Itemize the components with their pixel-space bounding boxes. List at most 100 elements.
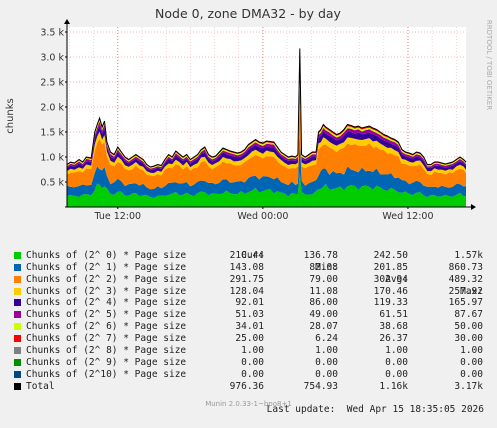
- legend-avg: 170.46: [373, 285, 408, 297]
- legend-row: Chunks of (2^ 3) * Page size 128.04 11.08 1…: [14, 286, 484, 298]
- series-area: [67, 73, 466, 176]
- legend-swatch: [14, 263, 21, 271]
- legend-avg: 201.85: [373, 261, 408, 273]
- legend-label: Chunks of (2^ 8) * Page size: [26, 345, 187, 357]
- y-tick-label: 1.5 k: [40, 128, 64, 139]
- legend-cur: 34.01: [235, 321, 264, 333]
- legend-row: Chunks of (2^ 5) * Page size 51.03 49.00 61…: [14, 309, 484, 321]
- legend-avg: 0.00: [385, 356, 408, 368]
- legend-cur: 0.00: [241, 368, 264, 380]
- y-tick-label: 2.5 k: [40, 78, 64, 89]
- legend-max: 257.92: [448, 285, 483, 297]
- legend-min: 86.00: [309, 297, 338, 309]
- legend-max: 0.00: [460, 356, 483, 368]
- x-tick-label: Wed 00:00: [237, 211, 288, 222]
- series-area: [67, 86, 466, 190]
- legend-swatch: [14, 311, 21, 319]
- legend-label: Chunks of (2^ 3) * Page size: [26, 285, 187, 297]
- legend-row: Total 976.36 754.93 1.16k 3.17k: [14, 381, 484, 393]
- y-axis-arrow: [64, 19, 70, 24]
- legend-max: 165.97: [448, 297, 483, 309]
- y-tick-label: 1.0 k: [40, 153, 64, 164]
- munin-footer: Munin 2.0.33-1~bpo8+1: [205, 400, 292, 408]
- axes: [64, 19, 476, 210]
- y-tick-labels: 0.5 k 1.0 k 1.5 k 2.0 k 2.5 k 3.0 k 3.5 k: [40, 28, 64, 189]
- header-cur: Cur:: [241, 249, 264, 261]
- legend-min: 0.00: [315, 368, 338, 380]
- legend-label: Chunks of (2^10) * Page size: [26, 368, 187, 380]
- legend-min: 1.00: [315, 345, 338, 357]
- legend-label: Chunks of (2^ 0) * Page size: [26, 249, 187, 261]
- legend-avg: 302.94: [373, 273, 408, 285]
- legend-row: Chunks of (2^ 4) * Page size 92.01 86.00 11…: [14, 297, 484, 309]
- legend-row: Chunks of (2^ 2) * Page size 291.75 79.00 3…: [14, 274, 484, 286]
- legend-swatch: [14, 323, 21, 331]
- y-tick-label: 2.0 k: [40, 103, 64, 114]
- total-line: [66, 48, 467, 168]
- legend-max: 1.57k: [454, 249, 483, 261]
- legend-max: 489.32: [448, 273, 483, 285]
- legend-swatch: [14, 370, 21, 378]
- legend-swatch: [14, 358, 21, 366]
- legend-cur: 0.00: [241, 356, 264, 368]
- legend-label: Chunks of (2^ 1) * Page size: [26, 261, 187, 273]
- last-update: Last update: Wed Apr 15 18:35:05 2026: [266, 404, 484, 416]
- legend-cur: 92.01: [235, 297, 264, 309]
- legend-avg: 242.50: [373, 249, 408, 261]
- legend-max: 3.17k: [454, 380, 483, 392]
- legend-row: Chunks of (2^ 6) * Page size 34.01 28.07 38…: [14, 321, 484, 333]
- legend-cur: 128.04: [229, 285, 264, 297]
- legend-row: Chunks of (2^ 9) * Page size 0.00 0.00 0.00…: [14, 357, 484, 369]
- legend-label: Chunks of (2^ 9) * Page size: [26, 356, 187, 368]
- series-area: [67, 135, 466, 198]
- legend-swatch: [14, 335, 21, 343]
- legend-label: Total: [26, 380, 55, 392]
- legend-cur: 51.03: [235, 309, 264, 321]
- chart: Node 0, zone DMA32 - by day chunks RRDTO…: [5, 6, 493, 222]
- legend-min: 0.00: [315, 356, 338, 368]
- x-tick-label: Wed 12:00: [382, 211, 433, 222]
- legend-rows: Chunks of (2^ 0) * Page size 210.44 136.78…: [14, 250, 484, 393]
- legend-min: 79.00: [309, 273, 338, 285]
- legend-max: 87.67: [454, 309, 483, 321]
- y-axis-label: chunks: [5, 98, 16, 134]
- legend-label: Chunks of (2^ 7) * Page size: [26, 333, 187, 345]
- legend-label: Chunks of (2^ 4) * Page size: [26, 297, 187, 309]
- stacked-areas: [66, 48, 467, 207]
- legend-max: 860.73: [448, 261, 483, 273]
- y-tick-label: 3.0 k: [40, 53, 64, 64]
- legend-row: Chunks of (2^ 1) * Page size 143.08 82.08 2…: [14, 262, 484, 274]
- legend-header: Cur: Min: Avg: Max:: [14, 238, 484, 297]
- x-tick-label: Tue 12:00: [93, 211, 141, 222]
- legend: Cur: Min: Avg: Max: Chunks of (2^ 0) * P…: [14, 238, 484, 415]
- legend-row: Chunks of (2^ 8) * Page size 1.00 1.00 1.00…: [14, 345, 484, 357]
- legend-min: 11.08: [309, 285, 338, 297]
- legend-cur: 210.44: [229, 249, 264, 261]
- legend-label: Chunks of (2^ 5) * Page size: [26, 309, 187, 321]
- legend-swatch: [14, 347, 21, 355]
- header-max: Max:: [460, 285, 483, 297]
- x-tick-labels: Tue 12:00 Wed 00:00 Wed 12:00: [93, 211, 433, 222]
- legend-avg: 61.51: [379, 309, 408, 321]
- header-min: Min:: [315, 261, 338, 273]
- legend-label: Chunks of (2^ 2) * Page size: [26, 273, 187, 285]
- legend-avg: 0.00: [385, 368, 408, 380]
- chart-title: Node 0, zone DMA32 - by day: [155, 6, 342, 21]
- y-tick-label: 3.5 k: [40, 28, 64, 39]
- header-avg: Avg:: [385, 273, 408, 285]
- legend-swatch: [14, 287, 21, 295]
- legend-avg: 1.00: [385, 345, 408, 357]
- legend-avg: 1.16k: [379, 380, 408, 392]
- legend-min: 28.07: [309, 321, 338, 333]
- legend-min: 6.24: [315, 333, 338, 345]
- legend-cur: 143.08: [229, 261, 264, 273]
- legend-cur: 291.75: [229, 273, 264, 285]
- x-axis-arrow: [471, 204, 476, 210]
- legend-label: Chunks of (2^ 6) * Page size: [26, 321, 187, 333]
- legend-cur: 976.36: [229, 380, 264, 392]
- legend-swatch: [14, 275, 21, 283]
- legend-cur: 25.00: [235, 333, 264, 345]
- last-update-row: Last update: Wed Apr 15 18:35:05 2026: [14, 393, 484, 415]
- legend-min: 49.00: [309, 309, 338, 321]
- legend-max: 0.00: [460, 368, 483, 380]
